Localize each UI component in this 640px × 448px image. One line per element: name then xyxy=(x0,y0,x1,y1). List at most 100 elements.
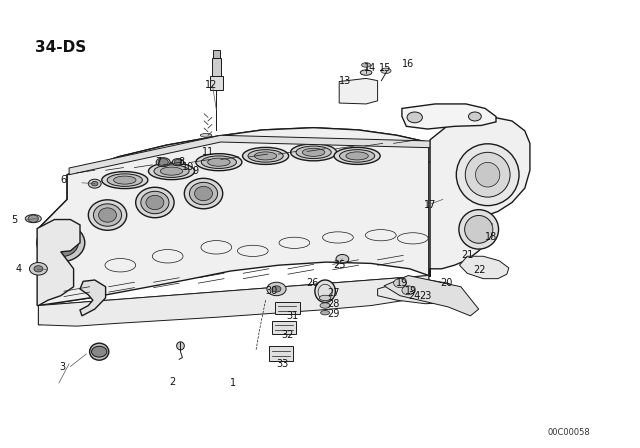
Ellipse shape xyxy=(456,144,519,206)
Ellipse shape xyxy=(321,310,330,315)
Text: 32: 32 xyxy=(282,330,294,340)
Text: 6: 6 xyxy=(61,175,67,185)
Ellipse shape xyxy=(465,215,493,243)
Text: 34-DS: 34-DS xyxy=(35,39,86,55)
Ellipse shape xyxy=(459,210,499,249)
Text: 7: 7 xyxy=(155,157,161,167)
Text: 28: 28 xyxy=(328,299,340,309)
Circle shape xyxy=(29,263,47,275)
Bar xyxy=(272,321,296,334)
Ellipse shape xyxy=(172,159,184,166)
Circle shape xyxy=(336,254,349,263)
Ellipse shape xyxy=(146,195,164,210)
Ellipse shape xyxy=(177,342,184,350)
Text: 16: 16 xyxy=(402,59,414,69)
Text: 30: 30 xyxy=(266,286,278,296)
Circle shape xyxy=(34,266,43,272)
Ellipse shape xyxy=(90,343,109,360)
Ellipse shape xyxy=(254,152,276,160)
Ellipse shape xyxy=(339,150,375,162)
Text: 19: 19 xyxy=(396,278,408,288)
Text: 11: 11 xyxy=(202,147,214,157)
Text: 23: 23 xyxy=(419,291,431,301)
Text: 3: 3 xyxy=(60,362,66,372)
Circle shape xyxy=(92,181,98,186)
Ellipse shape xyxy=(315,280,335,302)
Polygon shape xyxy=(67,128,435,228)
Text: 31: 31 xyxy=(287,311,299,321)
Ellipse shape xyxy=(202,156,237,168)
Ellipse shape xyxy=(319,295,331,301)
Text: 14: 14 xyxy=(364,63,376,73)
Text: 24: 24 xyxy=(408,291,420,301)
Polygon shape xyxy=(38,175,90,306)
Ellipse shape xyxy=(296,146,332,159)
Text: 21: 21 xyxy=(461,250,473,260)
Ellipse shape xyxy=(93,204,122,226)
Ellipse shape xyxy=(88,200,127,230)
Text: 25: 25 xyxy=(333,260,346,270)
Ellipse shape xyxy=(362,63,371,67)
Text: 18: 18 xyxy=(485,233,497,242)
Text: 29: 29 xyxy=(328,310,340,319)
Polygon shape xyxy=(460,256,509,279)
Circle shape xyxy=(158,159,168,166)
Ellipse shape xyxy=(200,134,212,137)
Ellipse shape xyxy=(102,172,148,189)
Circle shape xyxy=(272,286,281,292)
Text: 5: 5 xyxy=(12,215,18,224)
Ellipse shape xyxy=(136,187,174,218)
Ellipse shape xyxy=(208,158,230,166)
Text: 13: 13 xyxy=(339,76,351,86)
Text: 20: 20 xyxy=(440,278,452,288)
Circle shape xyxy=(88,179,101,188)
Ellipse shape xyxy=(195,186,212,201)
Ellipse shape xyxy=(360,70,372,75)
Ellipse shape xyxy=(114,176,136,184)
Text: 8: 8 xyxy=(178,157,184,167)
Text: 4: 4 xyxy=(16,264,22,274)
Ellipse shape xyxy=(156,158,170,167)
Text: 26: 26 xyxy=(306,278,318,288)
Ellipse shape xyxy=(303,148,325,156)
Text: 9: 9 xyxy=(192,166,198,176)
Ellipse shape xyxy=(43,229,79,257)
Ellipse shape xyxy=(189,182,218,205)
Text: 27: 27 xyxy=(328,289,340,298)
Text: 2: 2 xyxy=(170,377,176,387)
Text: 33: 33 xyxy=(276,359,289,369)
Ellipse shape xyxy=(184,178,223,209)
Ellipse shape xyxy=(381,68,391,73)
Polygon shape xyxy=(69,135,435,175)
Ellipse shape xyxy=(36,224,85,262)
Circle shape xyxy=(174,159,182,165)
Polygon shape xyxy=(339,78,378,104)
Bar xyxy=(213,50,220,58)
Bar xyxy=(210,76,223,90)
Ellipse shape xyxy=(243,147,289,164)
Ellipse shape xyxy=(476,162,500,187)
Polygon shape xyxy=(378,280,460,304)
Polygon shape xyxy=(80,280,106,316)
Text: 15: 15 xyxy=(379,63,391,73)
Circle shape xyxy=(402,286,415,295)
Text: 17: 17 xyxy=(424,200,436,210)
Circle shape xyxy=(394,279,406,288)
Polygon shape xyxy=(37,220,80,306)
Polygon shape xyxy=(38,276,429,326)
Ellipse shape xyxy=(26,215,41,223)
Ellipse shape xyxy=(148,163,195,180)
Bar xyxy=(269,346,293,361)
Ellipse shape xyxy=(291,144,337,161)
Text: 10: 10 xyxy=(182,162,195,172)
Text: 19: 19 xyxy=(404,286,417,296)
Ellipse shape xyxy=(465,152,510,197)
Bar xyxy=(275,302,300,314)
Ellipse shape xyxy=(320,303,330,308)
Circle shape xyxy=(468,112,481,121)
Circle shape xyxy=(407,112,422,123)
Polygon shape xyxy=(402,104,496,129)
Ellipse shape xyxy=(248,150,283,162)
Polygon shape xyxy=(384,276,479,316)
Text: 1: 1 xyxy=(230,378,237,388)
